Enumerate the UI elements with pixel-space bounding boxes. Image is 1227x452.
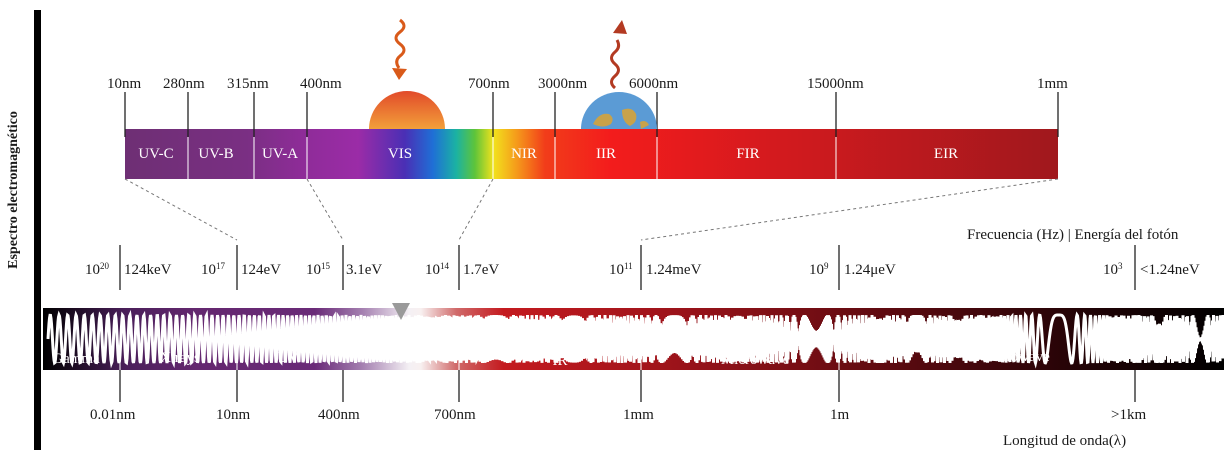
top-tick-label: 1mm [1037,76,1068,92]
wavelength-label: 700nm [434,407,476,423]
energy-label: 1.24meV [646,262,702,278]
energy-label: 124keV [124,262,172,278]
outgoing-radiation-icon [610,20,627,90]
frequency-tick-marks [119,245,1136,290]
wavelength-axis-title: Longitud de onda(λ) [1003,433,1127,449]
sun-icon [369,91,445,129]
earth-icon [581,92,657,129]
frequency-energy-header: Frecuencia (Hz) | Energía del fotón [967,227,1179,243]
energy-label: 3.1eV [346,262,383,278]
band-label-uvb: UV-B [198,146,234,162]
frequency-label: 1020 [85,261,109,278]
region-label-xrays: X rays [160,350,200,366]
region-label-uv: UV [277,350,299,366]
energy-label: <1.24neV [1140,262,1200,278]
frequency-label: 1017 [201,261,225,278]
top-tick-label: 3000nm [538,76,588,92]
band-label-eir: EIR [933,146,959,162]
band-label-uvc: UV-C [138,146,174,162]
band-label-uva: UV-A [261,146,299,162]
top-tick-label: 15000nm [807,76,864,92]
frequency-label: 1015 [306,261,330,278]
region-label-radiowave: Radiowave [982,349,1050,365]
wavelength-label: 1mm [623,407,654,423]
top-tick-label: 10nm [107,76,142,92]
wavelength-label: >1km [1111,407,1147,423]
wavelength-tick-marks [119,370,1136,402]
left-frame-bar [34,10,41,450]
top-spectrum-bar [125,129,1058,179]
incoming-radiation-icon [392,18,407,80]
visible-window-marker-icon [392,303,410,320]
region-label-microwave: Microwave [720,352,790,368]
top-tick-label: 280nm [163,76,205,92]
top-tick-label: 315nm [227,76,269,92]
region-separators [119,356,840,370]
energy-label: 124eV [241,262,281,278]
frequency-label: 109 [809,261,829,278]
band-separators [187,137,837,179]
band-label-vis: VIS [387,146,413,162]
energy-label: 1.24μeV [844,262,896,278]
frequency-wave [46,309,1226,369]
frequency-label: 1014 [425,261,449,278]
band-label-iir: IIR [596,146,616,162]
region-label-ir: IR [552,353,568,369]
top-tick-marks [124,92,1059,137]
wavelength-label: 0.01nm [90,407,136,423]
band-label-fir: FIR [736,146,760,162]
wavelength-label: 1m [830,407,850,423]
frequency-label: 103 [1103,261,1123,278]
energy-label: 1.7eV [463,262,500,278]
top-tick-label: 6000nm [629,76,679,92]
top-tick-label: 700nm [468,76,510,92]
band-label-nir: NIR [511,146,537,162]
zoom-connectors [124,178,1059,241]
region-label-gamma: Gamma [52,351,100,367]
wavelength-label: 10nm [216,407,251,423]
frequency-label: 1011 [609,261,633,278]
top-tick-label: 400nm [300,76,342,92]
wavelength-label: 400nm [318,407,360,423]
